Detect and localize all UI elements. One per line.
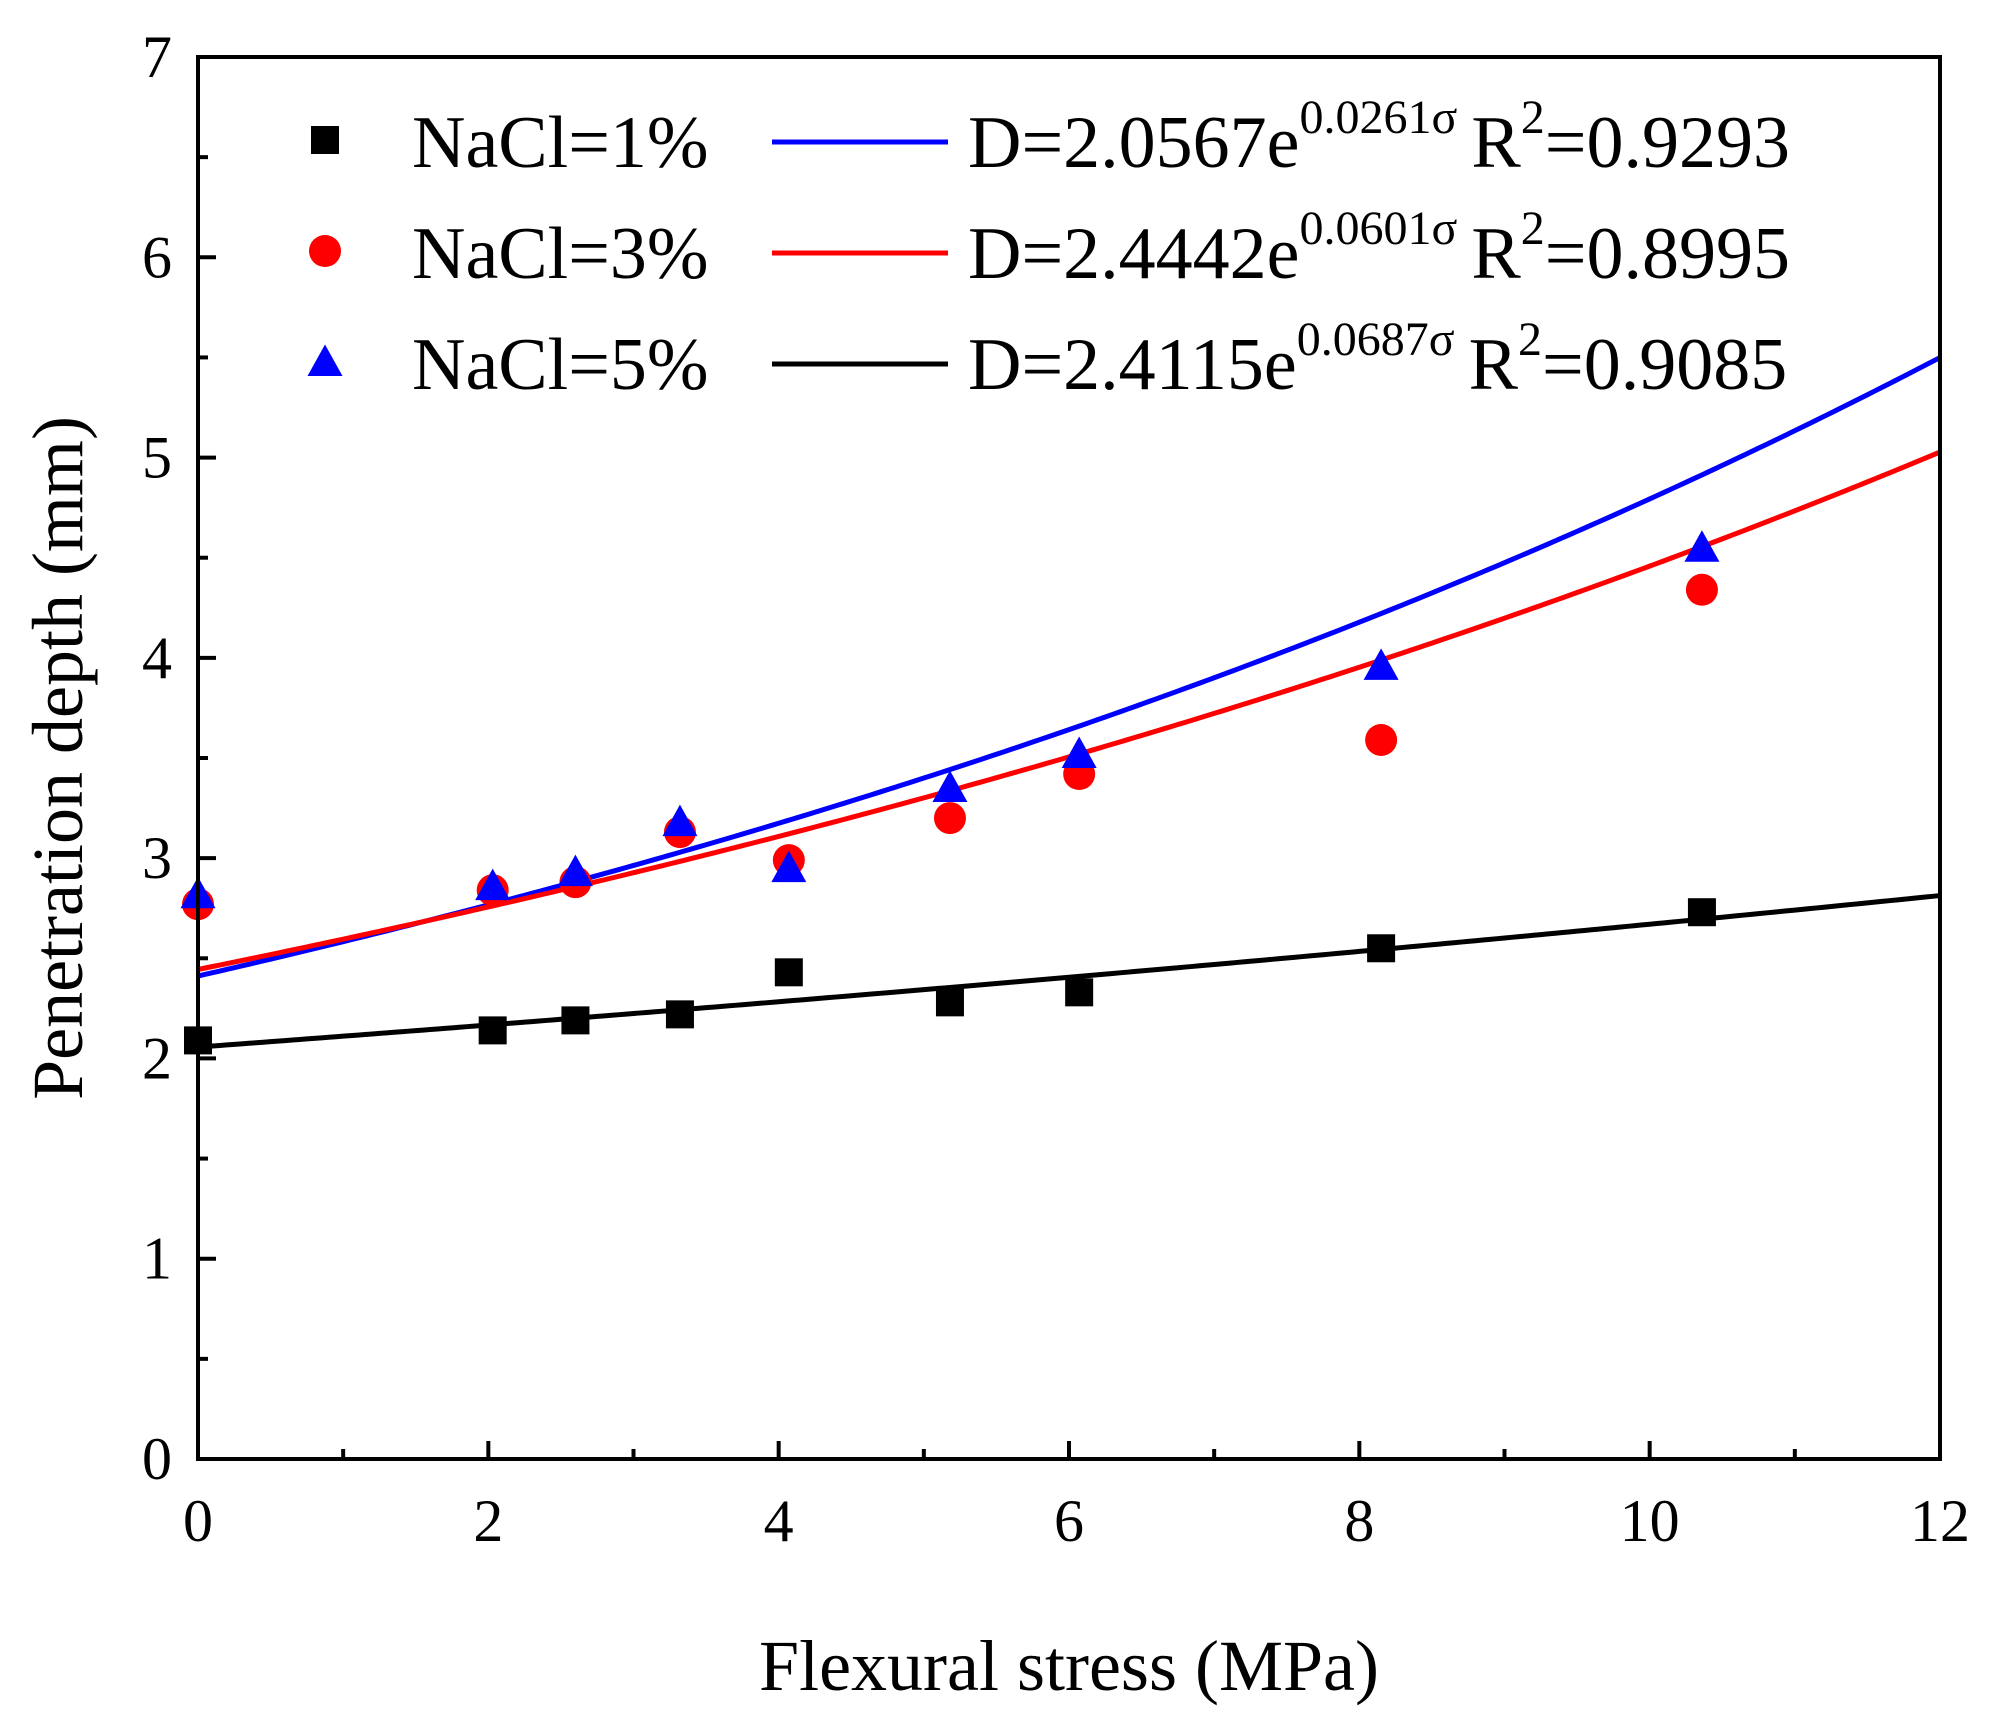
y-tick-label: 5 — [142, 425, 172, 491]
x-tick-label: 0 — [183, 1488, 213, 1554]
marker-square-1 — [1687, 898, 1716, 927]
marker-square-1 — [561, 1006, 590, 1035]
x-tick-label: 4 — [764, 1488, 794, 1554]
marker-square-1 — [1065, 978, 1094, 1007]
marker-square-1 — [935, 988, 964, 1017]
x-tick-label: 10 — [1620, 1488, 1680, 1554]
marker-square-1 — [478, 1016, 507, 1045]
x-tick-label: 12 — [1910, 1488, 1970, 1554]
marker-circle-2 — [1685, 573, 1718, 606]
marker-triangle-3 — [662, 804, 698, 837]
marker-square-1 — [665, 1000, 694, 1029]
fit-1-curve — [197, 355, 1942, 979]
y-axis-label: Penetration depth (mm) — [18, 416, 98, 1100]
x-tick-label: 6 — [1054, 1488, 1084, 1554]
marker-triangle-3 — [557, 854, 593, 887]
y-tick-label: 2 — [142, 1025, 172, 1091]
legend-series-label: NaCl=1% — [412, 102, 709, 184]
legend-marker-square — [311, 126, 339, 154]
marker-triangle-3 — [475, 868, 511, 901]
marker-triangle-3 — [771, 850, 807, 883]
y-tick-label: 4 — [142, 625, 172, 691]
y-tick-label: 3 — [142, 825, 172, 891]
plot-frame — [196, 55, 1942, 1461]
x-tick-label: 8 — [1344, 1488, 1374, 1554]
marker-triangle-3 — [1363, 648, 1399, 680]
fit-3-curve — [197, 893, 1941, 1050]
y-tick-label: 6 — [142, 224, 172, 290]
legend-series-label: NaCl=5% — [412, 324, 709, 406]
marker-triangle-3 — [1684, 530, 1720, 562]
y-tick-label: 1 — [142, 1226, 172, 1292]
marker-square-1 — [1367, 934, 1396, 963]
x-tick-label: 2 — [473, 1488, 503, 1554]
legend-marker-circle — [309, 235, 341, 267]
x-axis-label: Flexural stress (MPa) — [759, 1626, 1379, 1706]
legend-fit-equation: D=2.4442e0.0601σ R2=0.8995 — [968, 202, 1790, 295]
marker-triangle-3 — [1061, 736, 1097, 768]
marker-triangle-3 — [932, 770, 968, 803]
fit-2-curve — [197, 449, 1941, 972]
marker-circle-2 — [933, 802, 966, 835]
marker-square-1 — [774, 958, 803, 987]
fit-curves — [197, 355, 1942, 1050]
y-tick-label: 7 — [142, 24, 172, 90]
legend-fit-equation: D=2.0567e0.0261σ R2=0.9293 — [968, 91, 1790, 184]
legend: NaCl=1% NaCl=3% NaCl=5% D=2.0567e0.0261σ R2=… — [307, 91, 1790, 406]
legend-marker-triangle — [307, 344, 343, 376]
y-tick-label: 0 — [142, 1426, 172, 1492]
legend-series-label: NaCl=3% — [412, 213, 709, 295]
data-markers — [180, 530, 1720, 1055]
legend-fit-equation: D=2.4115e0.0687σ R2=0.9085 — [968, 313, 1787, 406]
marker-circle-2 — [1365, 723, 1398, 756]
